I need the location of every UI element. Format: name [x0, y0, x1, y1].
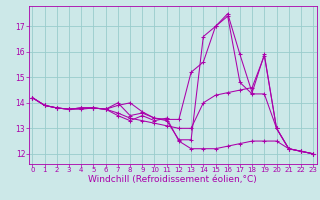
X-axis label: Windchill (Refroidissement éolien,°C): Windchill (Refroidissement éolien,°C)	[88, 175, 257, 184]
